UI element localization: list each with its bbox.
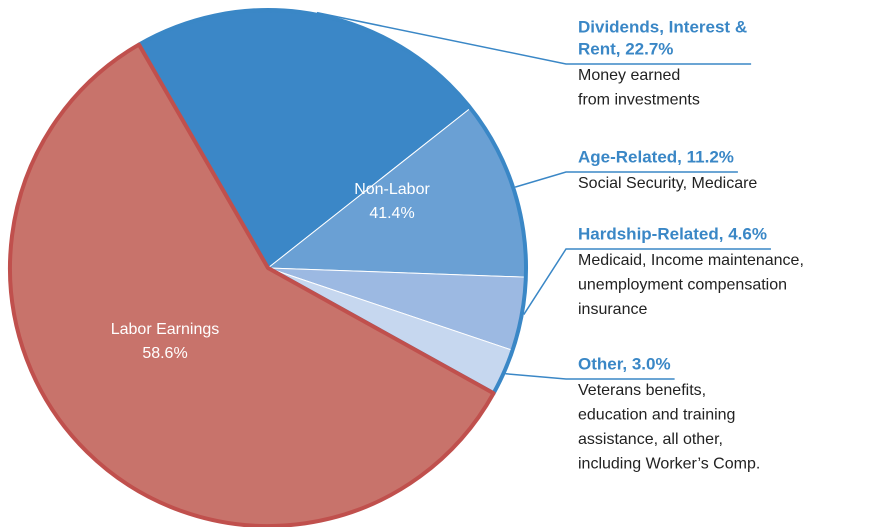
callout-title: Age-Related, 11.2%	[578, 147, 734, 166]
callout-description: including Worker’s Comp.	[578, 456, 760, 473]
pie-slice	[8, 42, 496, 527]
leader-line	[523, 248, 771, 315]
leader-line	[316, 11, 752, 65]
callout-description: Veterans benefits,	[578, 382, 706, 399]
callout-title: Other, 3.0%	[578, 354, 671, 373]
callout-description: Social Security, Medicare	[578, 175, 757, 192]
callout-description: Medicaid, Income maintenance,	[578, 252, 804, 269]
callout-description: education and training	[578, 407, 735, 424]
callout-description: insurance	[578, 301, 647, 318]
leader-line	[505, 373, 675, 380]
callout-title: Rent, 22.7%	[578, 39, 673, 58]
leader-line	[514, 171, 738, 188]
group-label: Labor Earnings	[111, 321, 220, 338]
group-value-label: 58.6%	[142, 345, 187, 362]
callout-title: Dividends, Interest &	[578, 17, 747, 36]
callout-description: unemployment compensation	[578, 277, 787, 294]
group-value-label: 41.4%	[369, 205, 414, 222]
callout-title: Hardship-Related, 4.6%	[578, 224, 767, 243]
callout-description: from investments	[578, 92, 700, 109]
group-label: Non-Labor	[354, 181, 430, 198]
callout-description: Money earned	[578, 67, 680, 84]
group-outline	[137, 8, 528, 396]
callout-description: assistance, all other,	[578, 431, 723, 448]
